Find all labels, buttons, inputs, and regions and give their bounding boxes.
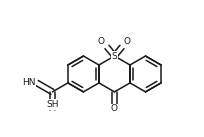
Text: S: S [112,52,117,61]
Text: O: O [124,37,131,46]
Text: HN: HN [22,78,35,87]
Text: O: O [98,37,105,46]
Text: O: O [111,104,118,113]
Text: SH: SH [46,100,59,109]
